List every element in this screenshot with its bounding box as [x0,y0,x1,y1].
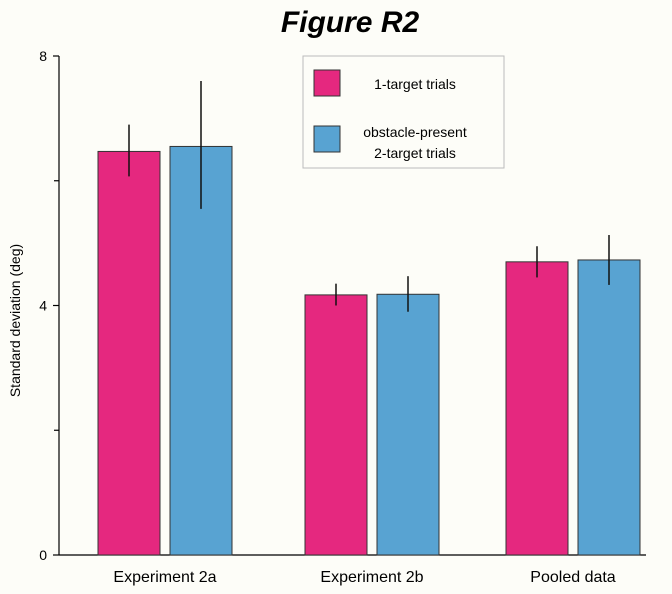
bar [376,293,440,556]
legend-swatch [313,125,341,153]
y-tick-label: 0 [39,547,47,563]
legend-swatch [313,69,341,97]
x-tick-label: Experiment 2a [113,569,216,586]
x-tick-label: Experiment 2b [320,569,423,586]
y-axis-label: Standard deviation (deg) [7,244,23,397]
bar [505,261,569,556]
legend-label: obstacle-present [363,124,467,140]
y-tick-label: 4 [39,298,47,314]
legend-label: 1-target trials [374,76,456,92]
legend: 1-target trials obstacle-present 2-target … [302,55,505,169]
chart-title: Figure R2 [280,6,420,39]
bars [97,145,641,556]
bar [97,150,161,556]
bar [577,259,641,556]
bar [169,145,233,556]
bar [304,294,368,556]
x-tick-label: Pooled data [530,569,616,586]
error-bars [128,80,610,312]
y-tick-label: 8 [39,48,47,64]
legend-label: 2-target trials [374,145,456,161]
